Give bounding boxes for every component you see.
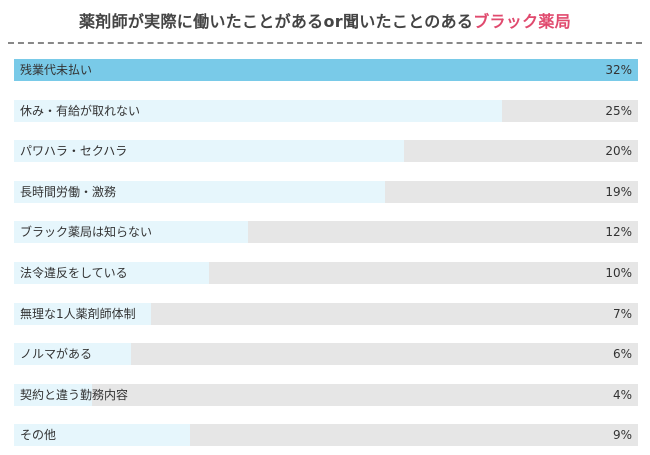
category-label: ノルマがある xyxy=(20,347,93,362)
chart-title-highlight: ブラック薬局 xyxy=(473,12,572,31)
bar-row: 休み・有給が取れない 25% xyxy=(14,99,638,122)
value-label: 20% xyxy=(605,144,632,159)
category-label: 残業代未払い xyxy=(20,63,93,77)
value-label: 12% xyxy=(605,225,632,240)
bar-row: パワハラ・セクハラ 20% xyxy=(14,140,638,163)
category-label: ブラック薬局は知らない xyxy=(20,225,153,240)
value-label: 6% xyxy=(612,347,632,362)
bar xyxy=(14,99,502,122)
bar-row: 契約と違う勤務内容 4% xyxy=(14,383,638,406)
category-label: 無理な1人薬剤師体制 xyxy=(20,306,136,321)
category-label: 法令違反をしている xyxy=(20,266,128,280)
value-label: 9% xyxy=(612,428,632,443)
bar xyxy=(14,383,92,406)
value-label: 4% xyxy=(612,387,632,402)
bar xyxy=(14,424,190,447)
bar-row: ノルマがある 6% xyxy=(14,343,638,366)
chart-title: 薬剤師が実際に働いたことがあるor聞いたことのあるブラック薬局 xyxy=(0,8,650,32)
value-label: 25% xyxy=(605,103,632,118)
bar-row: ブラック薬局は知らない 12% xyxy=(14,221,638,244)
category-label: 休み・有給が取れない xyxy=(20,103,141,118)
bar xyxy=(14,262,209,284)
chart-title-main: 薬剤師が実際に働いたことがあるor聞いたことのある xyxy=(78,12,474,31)
value-label: 19% xyxy=(605,184,632,199)
value-label: 32% xyxy=(605,63,632,77)
bar xyxy=(14,59,638,81)
bar xyxy=(14,221,248,244)
category-label: パワハラ・セクハラ xyxy=(20,144,128,159)
title-divider xyxy=(8,42,642,44)
bar xyxy=(14,140,404,163)
bar xyxy=(14,180,385,203)
category-label: その他 xyxy=(20,428,57,443)
bar xyxy=(14,302,151,325)
bar-row: 無理な1人薬剤師体制 7% xyxy=(14,302,638,325)
category-label: 契約と違う勤務内容 xyxy=(20,387,129,402)
category-label: 長時間労働・激務 xyxy=(20,184,117,199)
bar-row: 法令違反をしている 10% xyxy=(14,262,638,284)
bar-row: その他 9% xyxy=(14,424,638,447)
bar-row: 長時間労働・激務 19% xyxy=(14,180,638,203)
bar xyxy=(14,343,131,366)
bar-row: 残業代未払い 32% xyxy=(14,59,638,81)
value-label: 7% xyxy=(612,306,632,321)
value-label: 10% xyxy=(605,266,632,280)
